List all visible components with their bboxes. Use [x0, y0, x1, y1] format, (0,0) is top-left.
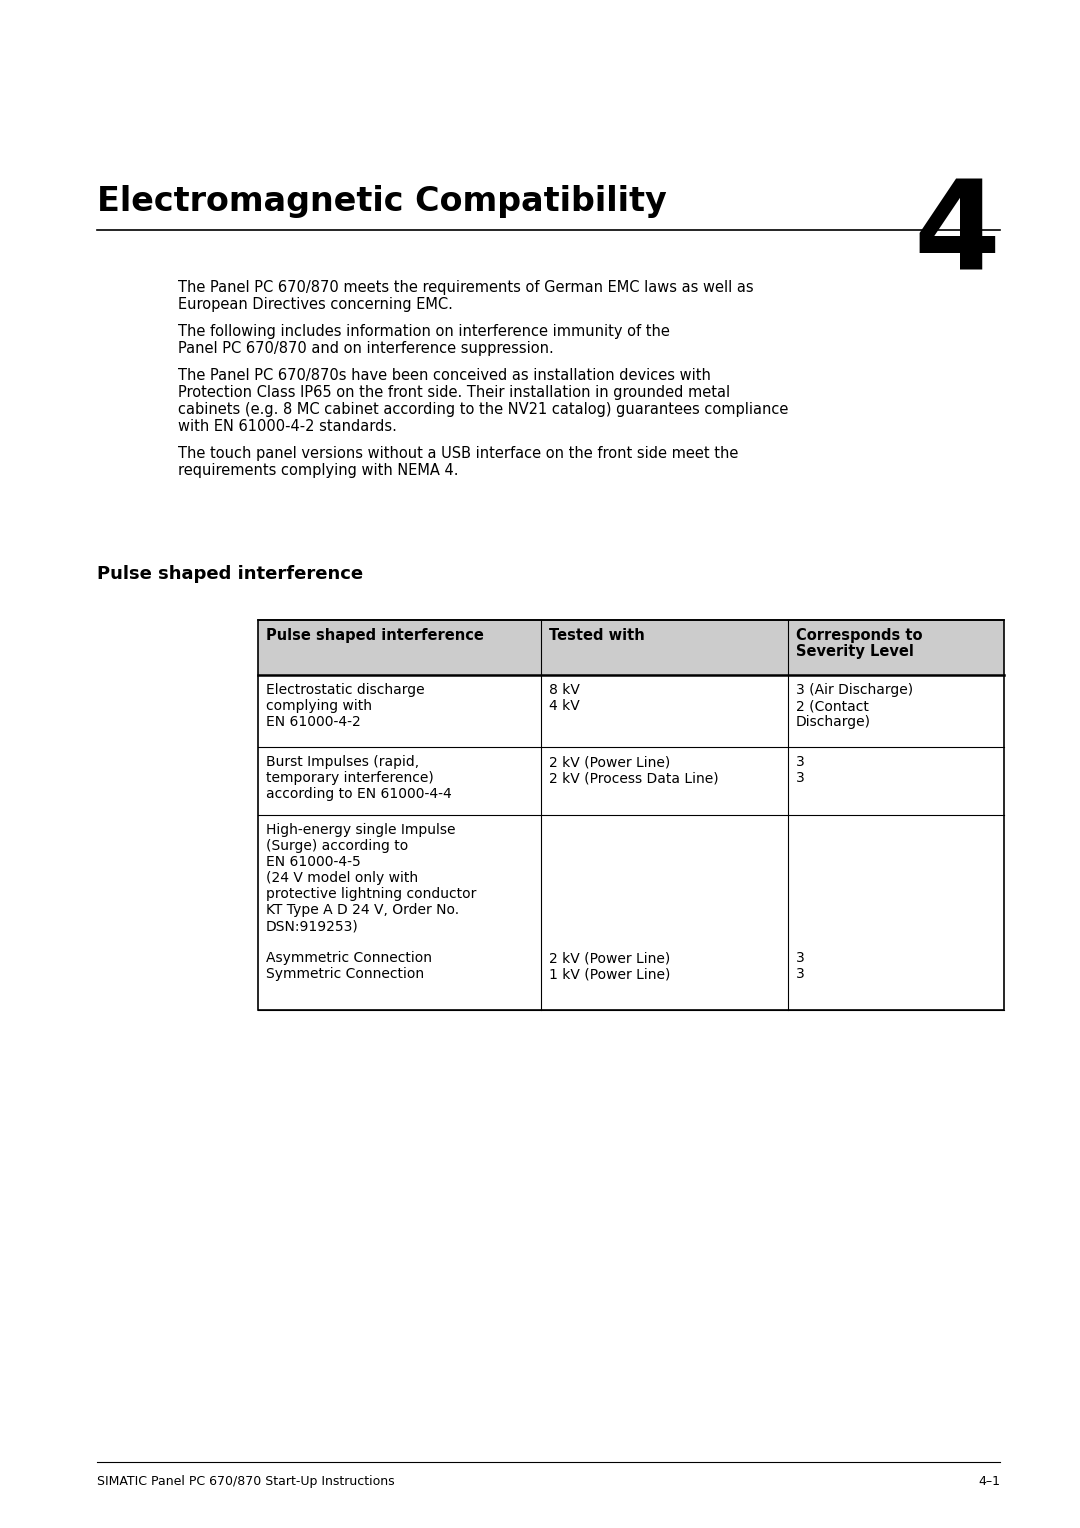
Text: Tested with: Tested with: [550, 628, 645, 643]
Text: Burst Impulses (rapid,: Burst Impulses (rapid,: [266, 755, 419, 769]
Text: 2 kV (Process Data Line): 2 kV (Process Data Line): [550, 772, 719, 785]
Text: 2 kV (Power Line): 2 kV (Power Line): [550, 950, 671, 966]
Text: The Panel PC 670/870 meets the requirements of German EMC laws as well as: The Panel PC 670/870 meets the requireme…: [178, 280, 754, 295]
Text: Asymmetric Connection: Asymmetric Connection: [266, 950, 432, 966]
Text: Protection Class IP65 on the front side. Their installation in grounded metal: Protection Class IP65 on the front side.…: [178, 385, 730, 400]
Text: Pulse shaped interference: Pulse shaped interference: [266, 628, 484, 643]
Text: (24 V model only with: (24 V model only with: [266, 871, 418, 885]
Text: 3 (Air Discharge): 3 (Air Discharge): [796, 683, 913, 697]
Text: with EN 61000-4-2 standards.: with EN 61000-4-2 standards.: [178, 419, 396, 434]
Text: European Directives concerning EMC.: European Directives concerning EMC.: [178, 296, 453, 312]
Text: 4–1: 4–1: [978, 1475, 1000, 1488]
Text: requirements complying with NEMA 4.: requirements complying with NEMA 4.: [178, 463, 459, 478]
Text: 1 kV (Power Line): 1 kV (Power Line): [550, 967, 671, 981]
Text: Electromagnetic Compatibility: Electromagnetic Compatibility: [97, 185, 666, 219]
Text: (Surge) according to: (Surge) according to: [266, 839, 408, 853]
Text: 3: 3: [796, 772, 805, 785]
Text: Corresponds to: Corresponds to: [796, 628, 922, 643]
Text: protective lightning conductor: protective lightning conductor: [266, 886, 476, 902]
Text: Panel PC 670/870 and on interference suppression.: Panel PC 670/870 and on interference sup…: [178, 341, 554, 356]
Text: DSN:919253): DSN:919253): [266, 918, 359, 934]
Text: 3: 3: [796, 755, 805, 769]
Text: EN 61000-4-2: EN 61000-4-2: [266, 715, 361, 729]
Text: KT Type A D 24 V, Order No.: KT Type A D 24 V, Order No.: [266, 903, 459, 917]
Text: The touch panel versions without a USB interface on the front side meet the: The touch panel versions without a USB i…: [178, 446, 739, 461]
Text: 4 kV: 4 kV: [550, 698, 580, 714]
Text: cabinets (e.g. 8 MC cabinet according to the NV21 catalog) guarantees compliance: cabinets (e.g. 8 MC cabinet according to…: [178, 402, 788, 417]
Text: Severity Level: Severity Level: [796, 643, 914, 659]
Text: The following includes information on interference immunity of the: The following includes information on in…: [178, 324, 670, 339]
Bar: [258, 620, 1004, 1010]
Text: 8 kV: 8 kV: [550, 683, 580, 697]
Text: Pulse shaped interference: Pulse shaped interference: [97, 565, 363, 584]
Text: complying with: complying with: [266, 698, 372, 714]
Text: 3: 3: [796, 950, 805, 966]
Bar: [258, 620, 1004, 675]
Text: EN 61000-4-5: EN 61000-4-5: [266, 856, 361, 869]
Text: 2 (Contact: 2 (Contact: [796, 698, 868, 714]
Text: according to EN 61000-4-4: according to EN 61000-4-4: [266, 787, 451, 801]
Text: 2 kV (Power Line): 2 kV (Power Line): [550, 755, 671, 769]
Text: 3: 3: [796, 967, 805, 981]
Text: temporary interference): temporary interference): [266, 772, 434, 785]
Text: Discharge): Discharge): [796, 715, 870, 729]
Text: High-energy single Impulse: High-energy single Impulse: [266, 824, 456, 837]
Text: The Panel PC 670/870s have been conceived as installation devices with: The Panel PC 670/870s have been conceive…: [178, 368, 711, 384]
Text: Symmetric Connection: Symmetric Connection: [266, 967, 424, 981]
Text: SIMATIC Panel PC 670/870 Start-Up Instructions: SIMATIC Panel PC 670/870 Start-Up Instru…: [97, 1475, 394, 1488]
Text: 4: 4: [913, 176, 1000, 296]
Text: Electrostatic discharge: Electrostatic discharge: [266, 683, 424, 697]
